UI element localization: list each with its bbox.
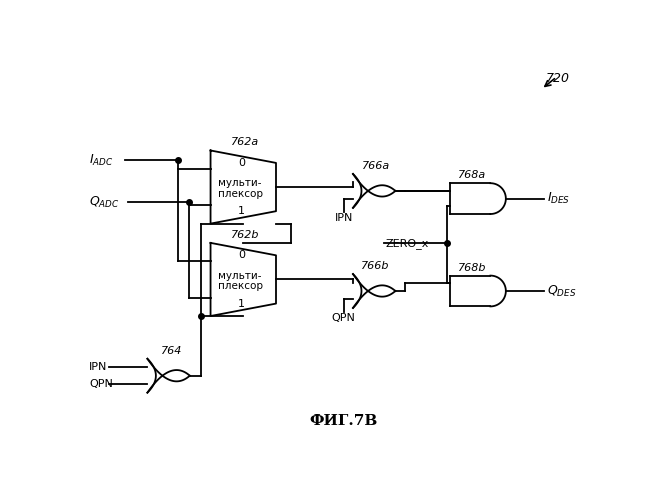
Text: 720: 720 [546, 72, 570, 85]
Text: 762a: 762a [230, 138, 259, 147]
Text: 764: 764 [161, 346, 182, 356]
Text: 762b: 762b [230, 230, 259, 240]
Text: мульти-: мульти- [218, 270, 262, 280]
Text: 0: 0 [239, 250, 245, 260]
Text: плексор: плексор [218, 189, 263, 199]
Text: 766b: 766b [361, 261, 390, 271]
Text: 768a: 768a [458, 170, 486, 180]
Text: IPN: IPN [334, 213, 353, 223]
Text: QPN: QPN [89, 379, 113, 389]
Text: $Q_{DES}$: $Q_{DES}$ [547, 284, 576, 298]
Text: IPN: IPN [89, 362, 108, 372]
Text: $I_{ADC}$: $I_{ADC}$ [89, 152, 114, 168]
Text: 0: 0 [239, 158, 245, 168]
Text: ФИГ.7В: ФИГ.7В [309, 414, 378, 428]
Text: 1: 1 [239, 206, 245, 216]
Text: 1: 1 [239, 298, 245, 308]
Text: 766a: 766a [362, 161, 390, 171]
Text: $Q_{ADC}$: $Q_{ADC}$ [89, 195, 120, 210]
Text: 768b: 768b [458, 262, 486, 272]
Text: QPN: QPN [332, 314, 356, 324]
Text: мульти-: мульти- [218, 178, 262, 188]
Text: плексор: плексор [218, 282, 263, 292]
Text: ZERO_x: ZERO_x [386, 238, 429, 248]
Text: $I_{DES}$: $I_{DES}$ [547, 191, 570, 206]
